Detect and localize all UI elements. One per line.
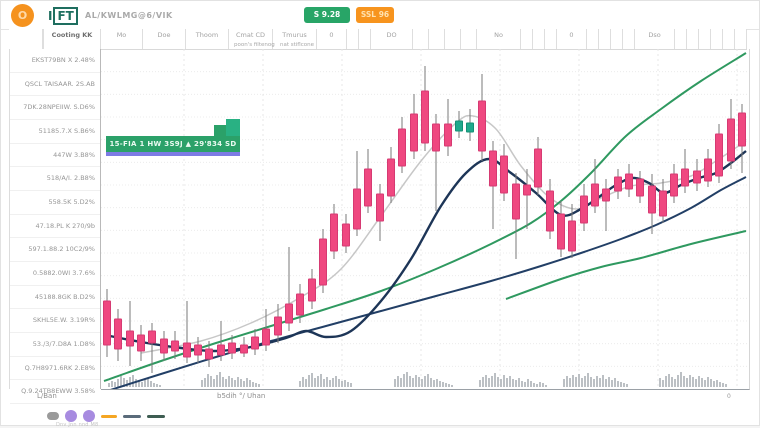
green-dash-icon[interactable]: [147, 414, 165, 418]
x-axis-label-left: L/Ban: [37, 392, 57, 400]
toolbar-subtext-left: poon's filtenog: [234, 42, 275, 48]
toolbar-cell-empty[interactable]: [623, 29, 635, 49]
purple-dot-icon[interactable]: [83, 410, 95, 422]
price-scale-row: 51185.7.X S.B6%: [10, 120, 100, 144]
logo-letter-i: I: [48, 9, 53, 23]
toolbar-tab-cmat-cd[interactable]: Cmat CD: [229, 29, 273, 49]
badge-step-block-large: [226, 119, 240, 136]
price-button-green[interactable]: S 9.28: [304, 7, 350, 23]
toolbar-tab-cooting-kk[interactable]: Cooting KK: [43, 29, 101, 49]
x-axis-zero-label: 0: [727, 393, 731, 400]
toolbar-cell-empty[interactable]: [711, 29, 723, 49]
toolbar-cell-empty[interactable]: [587, 29, 599, 49]
toolbar-cell-empty[interactable]: [687, 29, 699, 49]
price-scale-row: 447W 3.B8%: [10, 144, 100, 168]
legend-caption: Dnv Jnn nnd M8: [56, 422, 99, 428]
toolbar-cell-empty[interactable]: [533, 29, 545, 49]
toolbar-cell-empty[interactable]: [735, 29, 747, 49]
toolbar-tab-thoom[interactable]: Thoom: [186, 29, 229, 49]
chart-canvas[interactable]: [101, 49, 750, 393]
price-scale-sidebar: EKST79BN X 2.48% QSCL TAISAAR. 2S.AB 7DK.2…: [9, 49, 101, 404]
toolbar-cell-empty[interactable]: [723, 29, 735, 49]
price-scale-row: 53./3/7.D8A 1.D8%: [10, 333, 100, 357]
toolbar-cell-empty[interactable]: [675, 29, 687, 49]
toolbar-tab-0[interactable]: 0: [317, 29, 347, 49]
toolbar-cell-empty[interactable]: [521, 29, 533, 49]
toolbar-cell-empty[interactable]: [461, 29, 477, 49]
price-scale-row: EKST79BN X 2.48%: [10, 49, 100, 73]
toolbar-tab-0[interactable]: 0: [557, 29, 587, 49]
toolbar-cell-empty[interactable]: [9, 29, 43, 49]
toolbar-tab-mo[interactable]: Mo: [101, 29, 143, 49]
price-button-orange[interactable]: SSL 96: [356, 7, 394, 23]
toolbar-tab-doe[interactable]: Doe: [143, 29, 186, 49]
price-scale-row: 47.18.PL K 270/9b: [10, 215, 100, 239]
price-scale-row: 558.5K 5.D2%: [10, 191, 100, 215]
logo-wordmark: I FT: [48, 7, 78, 25]
toolbar-tab-do[interactable]: DO: [371, 29, 413, 49]
price-scale-row: 597.1.88.2 10C2/9%: [10, 238, 100, 262]
indicator-badge: 15-FIA 1 HW 3S9J ▲ 29'834 SD: [106, 136, 240, 156]
price-scale-row: 7DK.28NPEIIW. S.D6%: [10, 96, 100, 120]
x-axis-label-mid[interactable]: b5dih °/ Uhan: [217, 392, 266, 400]
price-scale-row: SKHL5E.W. 3.19R%: [10, 309, 100, 333]
toolbar-cell-empty[interactable]: [445, 29, 461, 49]
app-title: AL/KWLMG@6/VIK: [85, 11, 173, 20]
toolbar-cell-empty[interactable]: [347, 29, 359, 49]
toolbar-tab-no[interactable]: No: [477, 29, 521, 49]
logo-box-letters: FT: [53, 7, 78, 25]
candlestick-chart[interactable]: [101, 49, 749, 393]
purple-dot-icon[interactable]: [65, 410, 77, 422]
toolbar: Cooting KK Mo Doe Thoom Cmat CD Tmurus 0 DO No 0 D…: [9, 29, 747, 50]
gray-dot-icon[interactable]: [47, 412, 59, 420]
toolbar-subtext-right: nat stiflcone: [280, 42, 315, 48]
badge-step-block-small: [214, 125, 226, 136]
header-bar: O I FT AL/KWLMG@6/VIK S 9.28 SSL 96: [1, 1, 759, 30]
logo-circle-icon[interactable]: O: [11, 4, 34, 27]
price-scale-row: Q.7H8971.6RK 2.E8%: [10, 357, 100, 381]
toolbar-cell-empty[interactable]: [413, 29, 429, 49]
price-scale-row: 518/A/I. 2.B8%: [10, 167, 100, 191]
price-scale-row: 45188.8GK B.D2%: [10, 286, 100, 310]
price-scale-row: Q.9.24TB8EWW 3.58%: [10, 380, 100, 404]
price-scale-row: 0.5882.0WI 3.7.6%: [10, 262, 100, 286]
toolbar-tab-tmurus[interactable]: Tmurus: [273, 29, 317, 49]
series-legend: [47, 408, 165, 424]
toolbar-cell-empty[interactable]: [611, 29, 623, 49]
toolbar-cell-empty[interactable]: [599, 29, 611, 49]
toolbar-tab-dso[interactable]: Dso: [635, 29, 675, 49]
slate-dash-icon[interactable]: [123, 414, 141, 418]
toolbar-cell-empty[interactable]: [699, 29, 711, 49]
toolbar-cell-empty[interactable]: [359, 29, 371, 49]
toolbar-cell-empty[interactable]: [429, 29, 445, 49]
toolbar-cell-empty[interactable]: [545, 29, 557, 49]
price-scale-row: QSCL TAISAAR. 2S.AB: [10, 73, 100, 97]
orange-dash-icon[interactable]: [101, 414, 117, 418]
